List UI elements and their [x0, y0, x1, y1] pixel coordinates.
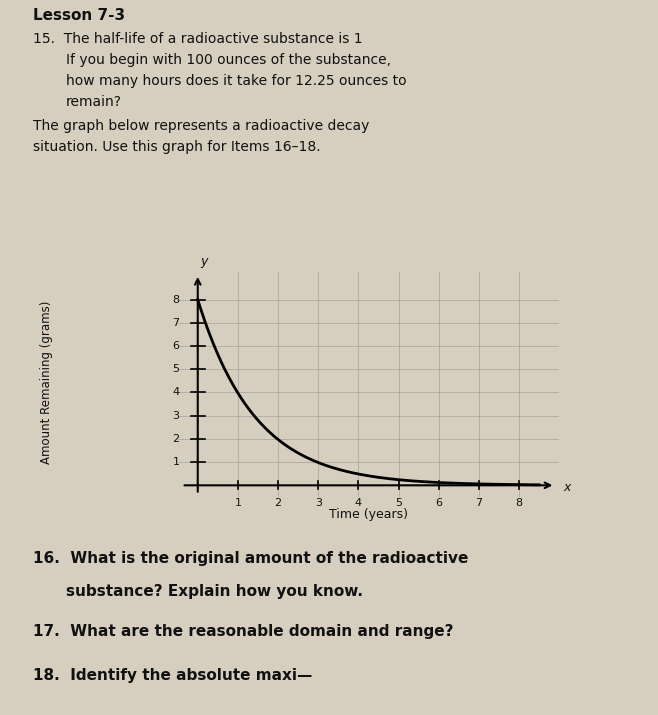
Text: 1: 1	[172, 457, 180, 467]
Text: 4: 4	[172, 388, 180, 398]
Text: 8: 8	[172, 295, 180, 305]
Text: 6: 6	[172, 341, 180, 351]
Text: 2: 2	[172, 434, 180, 444]
Text: x: x	[563, 481, 570, 494]
Text: 1: 1	[234, 498, 241, 508]
Text: how many hours does it take for 12.25 ounces to: how many hours does it take for 12.25 ou…	[66, 74, 407, 88]
Text: The graph below represents a radioactive decay: The graph below represents a radioactive…	[33, 119, 369, 133]
Text: 3: 3	[172, 410, 180, 420]
Text: remain?: remain?	[66, 95, 122, 109]
Text: 17.  What are the reasonable domain and range?: 17. What are the reasonable domain and r…	[33, 623, 453, 638]
Text: situation. Use this graph for Items 16–18.: situation. Use this graph for Items 16–1…	[33, 140, 320, 154]
Text: 2: 2	[274, 498, 282, 508]
Text: 7: 7	[172, 317, 180, 327]
Text: 16.  What is the original amount of the radioactive: 16. What is the original amount of the r…	[33, 551, 468, 566]
Text: 15.  The half-life of a radioactive substance is 1: 15. The half-life of a radioactive subst…	[33, 31, 363, 46]
Text: If you begin with 100 ounces of the substance,: If you begin with 100 ounces of the subs…	[66, 53, 391, 67]
Text: substance? Explain how you know.: substance? Explain how you know.	[66, 583, 363, 598]
Text: 5: 5	[172, 364, 180, 374]
Text: 6: 6	[436, 498, 442, 508]
Text: y: y	[200, 255, 207, 268]
Text: Time (years): Time (years)	[329, 508, 408, 521]
Text: 18.  Identify the absolute maxi—: 18. Identify the absolute maxi—	[33, 668, 313, 683]
Text: 3: 3	[315, 498, 322, 508]
Text: 4: 4	[355, 498, 362, 508]
Text: Lesson 7-3: Lesson 7-3	[33, 8, 125, 23]
Text: 5: 5	[395, 498, 402, 508]
Text: 8: 8	[516, 498, 522, 508]
Text: 7: 7	[475, 498, 482, 508]
Text: Amount Remaining (grams): Amount Remaining (grams)	[39, 301, 53, 464]
